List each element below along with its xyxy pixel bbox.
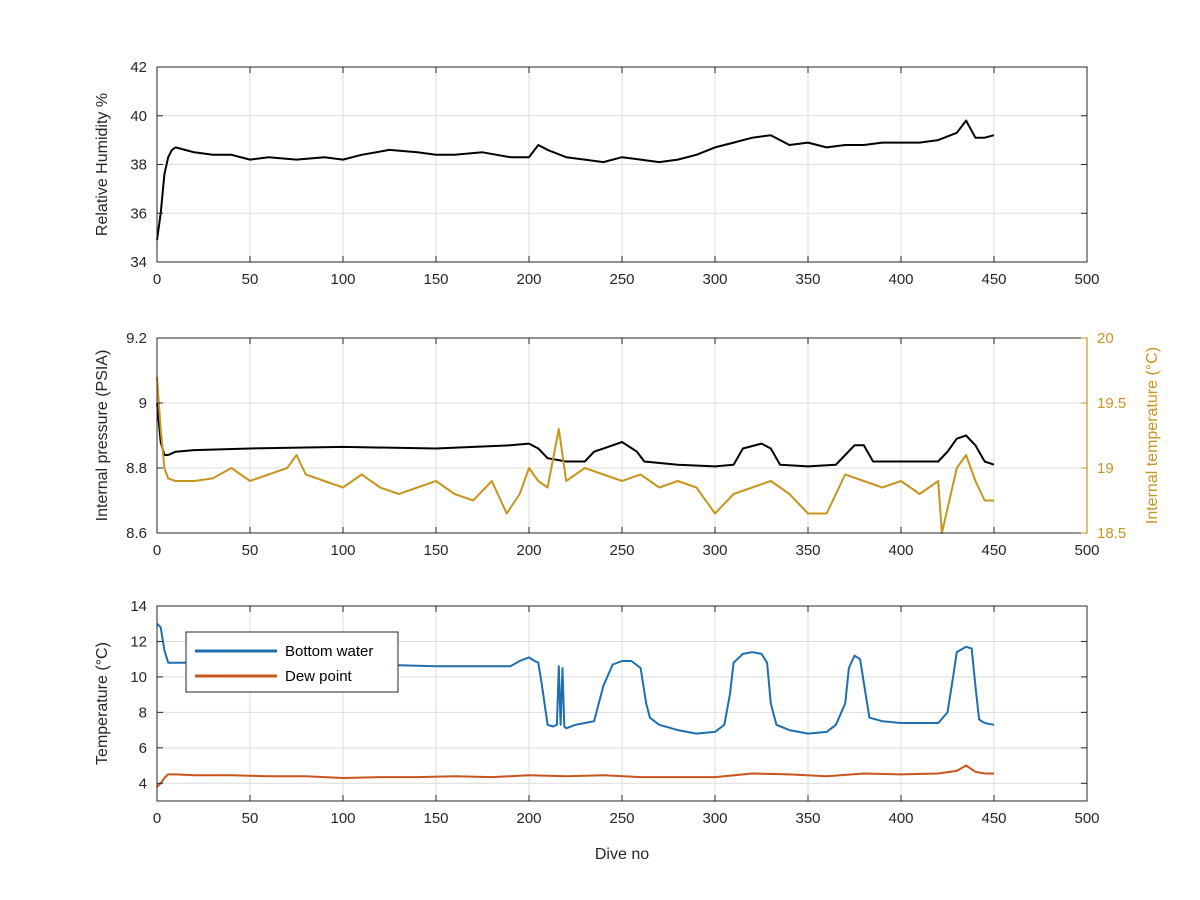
x-tick-label: 150 — [423, 271, 448, 288]
y-tick-label: 8 — [139, 704, 147, 721]
x-tick-label: 200 — [516, 542, 541, 559]
y-axis-label: Relative Humidity % — [94, 93, 111, 236]
x-tick-label: 350 — [795, 271, 820, 288]
y-tick-label: 4 — [139, 775, 147, 792]
x-tick-label: 0 — [153, 542, 161, 559]
x-tick-label: 200 — [516, 810, 541, 827]
x-tick-label: 100 — [330, 271, 355, 288]
x-tick-label: 250 — [609, 271, 634, 288]
legend: Bottom water Dew point — [185, 631, 399, 693]
x-tick-label: 350 — [795, 810, 820, 827]
y-tick-label: 9.2 — [126, 330, 147, 347]
legend-box — [185, 631, 399, 693]
x-tick-label: 0 — [153, 271, 161, 288]
x-tick-label: 200 — [516, 271, 541, 288]
x-tick-label: 50 — [242, 542, 259, 559]
x-tick-label: 350 — [795, 542, 820, 559]
y2-tick-label: 18.5 — [1097, 525, 1126, 542]
x-tick-label: 450 — [981, 271, 1006, 288]
x-tick-label: 250 — [609, 542, 634, 559]
x-axis-label: Dive no — [595, 846, 649, 863]
x-tick-label: 450 — [981, 810, 1006, 827]
y2-tick-label: 20 — [1097, 330, 1114, 347]
x-tick-label: 400 — [888, 542, 913, 559]
x-tick-label: 300 — [702, 271, 727, 288]
x-tick-label: 50 — [242, 810, 259, 827]
x-tick-label: 150 — [423, 542, 448, 559]
x-tick-label: 100 — [330, 542, 355, 559]
x-tick-label: 100 — [330, 810, 355, 827]
y2-axis-label: Internal temperature (°C) — [1144, 347, 1161, 524]
humidity-line — [156, 119, 995, 241]
x-tick-label: 300 — [702, 810, 727, 827]
y-tick-label: 42 — [130, 59, 147, 76]
y-tick-label: 8.6 — [126, 525, 147, 542]
y-tick-label: 9 — [139, 395, 147, 412]
x-tick-label: 400 — [888, 810, 913, 827]
y-axis-label: Temperature (°C) — [94, 642, 111, 765]
x-tick-label: 400 — [888, 271, 913, 288]
x-tick-label: 0 — [153, 810, 161, 827]
x-tick-label: 150 — [423, 810, 448, 827]
x-tick-label: 250 — [609, 810, 634, 827]
series-line-dew-point — [156, 764, 994, 788]
x-tick-label: 500 — [1074, 810, 1099, 827]
pressure-temperature-panel: 0 50 100 150 200 250 300 350 400 450 500 8.6 8.8 9 9.2… — [94, 330, 1161, 559]
water-dewpoint-panel: 0 50 100 150 200 250 300 350 400 450 500 4 6 8 10 12 14 T… — [94, 598, 1100, 863]
y-tick-label: 38 — [130, 157, 147, 174]
internal-pressure-line — [156, 402, 995, 468]
y-tick-label: 36 — [130, 205, 147, 222]
y-tick-label: 40 — [130, 108, 147, 125]
y-tick-label: 34 — [130, 254, 147, 271]
y-tick-label: 10 — [130, 669, 147, 686]
x-tick-label: 50 — [242, 271, 259, 288]
x-tick-label: 450 — [981, 542, 1006, 559]
y-tick-label: 14 — [130, 598, 147, 615]
y-tick-label: 8.8 — [126, 460, 147, 477]
x-tick-label: 500 — [1074, 271, 1099, 288]
y-axis-label: Internal pressure (PSIA) — [94, 350, 111, 522]
x-tick-label: 300 — [702, 542, 727, 559]
y2-tick-label: 19.5 — [1097, 395, 1126, 412]
x-tick-label: 500 — [1074, 542, 1099, 559]
y2-tick-label: 19 — [1097, 460, 1114, 477]
series-line-bottom-water — [156, 622, 995, 735]
y-tick-label: 6 — [139, 740, 147, 757]
legend-label: Dew point — [285, 668, 353, 685]
y-tick-label: 12 — [130, 633, 147, 650]
legend-label: Bottom water — [285, 643, 373, 660]
humidity-panel: 0 50 100 150 200 250 300 350 400 450 500 34 36 38 40 42… — [94, 59, 1100, 288]
internal-temperature-line — [156, 376, 994, 534]
